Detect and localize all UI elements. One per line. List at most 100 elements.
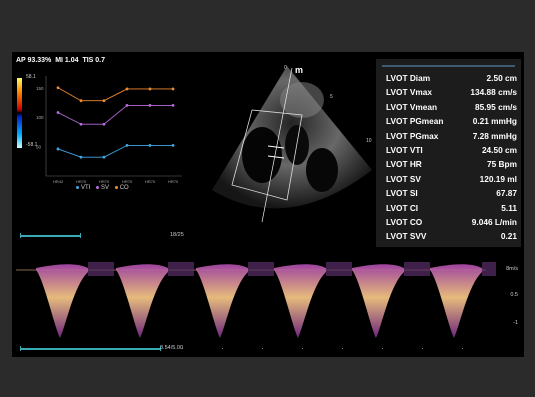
sv-trend-point [56,111,60,114]
measurement-row: LVOT Vmax 134.88 cm/s [386,87,517,99]
top-progress-start-tick [20,233,21,238]
top-progress-fill [20,235,80,237]
trend-y-tick: 150 [36,86,44,91]
co-trend-point [148,87,152,91]
time-axis-dot [222,348,223,349]
measurement-label: LVOT CO [386,217,423,227]
doppler-beat [116,264,168,338]
cursor-line [261,67,293,223]
measurement-label: LVOT CI [386,202,419,213]
sv-trend-point [102,122,106,126]
measurement-value: 75 Bpm [487,159,517,170]
co-trend-line [57,87,173,102]
ultrasound-screen: AP 93.33% MI 1.04 TIS 0.7 58.1 -58.1 150… [12,52,524,357]
diastolic-noise [168,262,194,276]
sv-trend-point [148,104,152,107]
time-axis-dot [182,348,183,349]
measurement-value: 24.50 cm [481,145,517,155]
co-trend-point [125,87,129,91]
vti-trend-point [125,144,129,147]
measurement-row: LVOT SI 67.87 [386,188,517,200]
doppler-axis-label-1: -1 [513,320,518,326]
doppler-beat [36,264,88,338]
measurement-row: LVOT PGmax 7.28 mmHg [386,131,517,143]
trend-x-tick: HR70 [76,179,87,184]
measurement-label: LVOT Diam [386,73,431,83]
measurement-value: 0.21 mmHg [472,116,517,127]
time-axis-dot [422,348,423,349]
bottom-progress-fill [20,348,160,350]
co-trend-point [56,86,60,90]
measurement-label: LVOT VTI [386,145,423,155]
time-axis-dot [342,348,343,349]
doppler-beat [352,264,404,338]
sv-trend-point [171,104,175,107]
co-legend-dot [114,185,118,189]
measurement-value: 67.87 [496,188,517,199]
acoustic-output-info: AP 93.33% MI 1.04 TIS 0.7 [16,57,105,64]
trend-x-tick: HR70 [145,179,156,184]
measurement-value: 120.19 ml [479,173,517,184]
sample-gate [267,145,285,149]
diastolic-noise [88,262,114,276]
time-axis-dot [462,348,463,349]
bottom-progress-text: 3.54/5.00 [160,345,183,351]
measurement-label: LVOT SVV [386,231,427,242]
measurement-value: 134.88 cm/s [470,87,517,98]
sv-trend-line [57,104,173,125]
measurement-value: 9.046 L/min [471,217,517,227]
trend-legend: VTI SV CO [72,185,129,191]
measurement-row: LVOT PGmean 0.21 mmHg [386,116,517,128]
diastolic-noise [248,262,274,276]
sv-legend-dot [96,185,100,189]
color-scale-top: 58.1 [26,74,36,80]
co-legend-label: CO [119,185,129,191]
sv-legend-label: SV [101,185,110,191]
echo-sector-image: m 0 5 10 [212,65,372,223]
color-scale-bar [17,78,22,148]
depth-mark-0: 0 [284,65,287,71]
trend-chart: 150 100 50 HR42 HR70 HR70 HR70 HR70 HR70 [36,76,182,184]
vti-trend-line [57,144,173,158]
trend-x-tick: HR70 [122,179,133,184]
vti-trend-point [79,155,83,159]
vti-legend-label: VTI [81,185,91,191]
measurement-value: 7.28 mmHg [472,130,517,141]
depth-mark-5: 5 [330,94,333,100]
vti-trend-point [102,155,106,159]
measurement-label: LVOT SI [386,188,418,199]
doppler-beat [196,264,248,338]
diastolic-noise [482,262,496,276]
trend-x-tick: HR70 [99,179,110,184]
time-axis-dot [262,348,263,349]
trend-y-tick: 50 [36,145,42,150]
measurement-label: LVOT HR [386,159,422,170]
measurement-value: 85.95 cm/s [475,101,517,112]
measurement-row: LVOT CO 9.046 L/min [386,217,517,229]
vti-trend-point [56,147,60,151]
measurement-value: 0.21 [500,231,517,242]
vti-trend-point [171,144,175,147]
sv-trend-point [79,122,83,126]
doppler-beat [430,264,482,338]
measurement-label: LVOT Vmean [386,101,438,112]
depth-mark-10: 10 [366,138,372,144]
chamber-left [242,127,282,183]
time-axis-dot [382,348,383,349]
measurement-value: 5.11 [501,202,517,213]
trend-y-tick: 100 [36,115,44,120]
vti-legend-dot [76,185,79,189]
measurement-label: LVOT PGmax [386,130,439,141]
tis-value: TIS 0.7 [82,57,106,64]
measurement-label: LVOT Vmax [386,87,432,98]
measurement-row: LVOT SV 120.19 ml [386,174,517,186]
measurement-row: LVOT CI 5.11 [386,203,517,215]
diastolic-noise [404,262,430,276]
doppler-unit-label: 8m/s [506,266,518,272]
co-trend-point [79,99,83,103]
apex-tissue [280,82,324,118]
trend-x-tick: HR42 [53,179,64,184]
top-progress-end-tick [80,233,81,238]
mi-value: MI 1.04 [55,57,79,64]
vti-trend-point [148,144,152,147]
